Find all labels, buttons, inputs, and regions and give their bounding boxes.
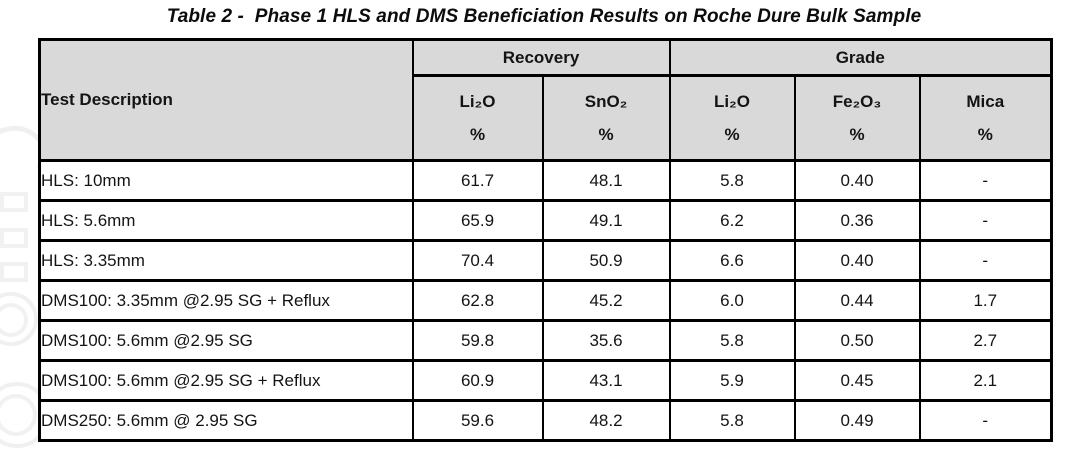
value-cell: 59.8 — [411, 319, 544, 362]
value-cell: 0.40 — [793, 239, 921, 282]
watermark-ring — [0, 303, 28, 337]
col-label: Fe₂O₃ — [832, 92, 882, 111]
header-sub-row: Li₂O % SnO₂ % Li₂O % — [40, 74, 1053, 162]
value-cell: 2.1 — [918, 359, 1053, 402]
table-row: HLS: 10mm 61.7 48.1 5.8 0.40 - — [38, 159, 1053, 202]
col-header-recovery-sno2: SnO₂ % — [541, 74, 671, 162]
value-cell: 48.1 — [541, 159, 671, 202]
value-cell: 49.1 — [541, 199, 671, 242]
col-label: Li₂O — [459, 92, 496, 111]
table-row: DMS250: 5.6mm @ 2.95 SG 59.6 48.2 5.8 0.… — [38, 399, 1053, 442]
col-unit: % — [724, 125, 740, 144]
value-cell: 0.44 — [793, 279, 921, 322]
value-cell: 35.6 — [541, 319, 671, 362]
value-cell: 60.9 — [411, 359, 544, 402]
col-header-test-description: Test Description — [38, 38, 414, 162]
col-header-recovery-li2o: Li₂O % — [411, 74, 544, 162]
test-description-cell: HLS: 10mm — [38, 159, 414, 202]
value-cell: 0.45 — [793, 359, 921, 402]
value-cell: 0.49 — [793, 399, 921, 442]
value-cell: 48.2 — [541, 399, 671, 442]
table-row: DMS100: 5.6mm @2.95 SG 59.8 35.6 5.8 0.5… — [38, 319, 1053, 362]
col-label: Mica — [966, 92, 1005, 111]
col-unit: % — [598, 125, 614, 144]
value-cell: 0.40 — [793, 159, 921, 202]
value-cell: 65.9 — [411, 199, 544, 242]
col-unit: % — [977, 125, 993, 144]
test-description-cell: DMS100: 5.6mm @2.95 SG — [38, 319, 414, 362]
value-cell: 43.1 — [541, 359, 671, 402]
value-cell: - — [918, 399, 1053, 442]
value-cell: 5.9 — [668, 359, 796, 402]
group-header-recovery: Recovery — [411, 38, 671, 77]
col-header-grade-fe2o3: Fe₂O₃ % — [793, 74, 921, 162]
value-cell: 6.6 — [668, 239, 796, 282]
table-row: HLS: 3.35mm 70.4 50.9 6.6 0.40 - — [38, 239, 1053, 282]
col-header-grade-mica: Mica % — [918, 74, 1053, 162]
table-title: Table 2 - Phase 1 HLS and DMS Beneficiat… — [166, 6, 922, 27]
value-cell: 5.8 — [668, 399, 796, 442]
header-group-row: Test Description Recovery Grade — [38, 38, 1053, 162]
col-label: Li₂O — [714, 92, 750, 111]
test-description-cell: DMS100: 5.6mm @2.95 SG + Reflux — [38, 359, 414, 402]
test-description-cell: DMS250: 5.6mm @ 2.95 SG — [38, 399, 414, 442]
value-cell: 6.2 — [668, 199, 796, 242]
value-cell: - — [918, 159, 1053, 202]
value-cell: - — [918, 199, 1053, 242]
test-description-cell: HLS: 5.6mm — [38, 199, 414, 242]
value-cell: - — [918, 239, 1053, 282]
col-unit: % — [469, 125, 486, 144]
value-cell: 61.7 — [411, 159, 544, 202]
test-description-cell: HLS: 3.35mm — [38, 239, 414, 282]
value-cell: 6.0 — [668, 279, 796, 322]
table-row: DMS100: 3.35mm @2.95 SG + Reflux 62.8 45… — [38, 279, 1053, 322]
watermark-bar — [0, 192, 28, 212]
value-cell: 45.2 — [541, 279, 671, 322]
value-cell: 62.8 — [411, 279, 544, 322]
watermark-bar — [0, 228, 28, 248]
test-description-cell: DMS100: 3.35mm @2.95 SG + Reflux — [38, 279, 414, 322]
value-cell: 2.7 — [918, 319, 1053, 362]
value-cell: 59.6 — [411, 399, 544, 442]
beneficiation-results-table: Test Description Recovery Grade Li₂O % S… — [38, 38, 1054, 442]
value-cell: 5.8 — [668, 319, 796, 362]
table-row: HLS: 5.6mm 65.9 49.1 6.2 0.36 - — [38, 199, 1053, 242]
value-cell: 70.4 — [411, 239, 544, 282]
group-header-grade: Grade — [668, 38, 1053, 77]
value-cell: 50.9 — [541, 239, 671, 282]
watermark-ring — [0, 292, 38, 346]
value-cell: 0.50 — [793, 319, 921, 362]
watermark-ring — [0, 394, 37, 436]
value-cell: 0.36 — [793, 199, 921, 242]
col-unit: % — [849, 125, 865, 144]
col-label: SnO₂ — [584, 92, 628, 111]
col-header-grade-li2o: Li₂O % — [668, 74, 796, 162]
value-cell: 1.7 — [918, 279, 1053, 322]
table-row: DMS100: 5.6mm @2.95 SG + Reflux 60.9 43.… — [38, 359, 1053, 402]
value-cell: 5.8 — [668, 159, 796, 202]
watermark-bar — [0, 262, 28, 282]
